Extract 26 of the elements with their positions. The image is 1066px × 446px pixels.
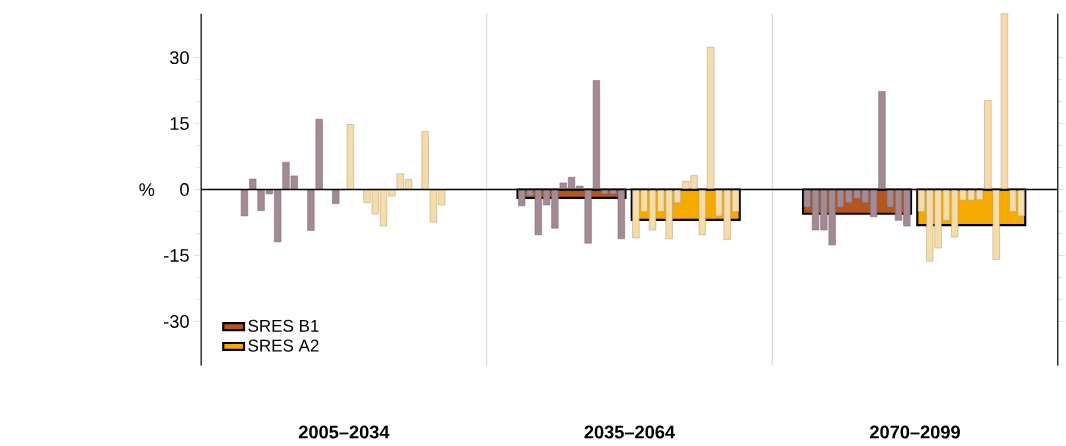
bar [584,189,592,244]
bar [249,178,257,190]
bar [1000,13,1009,190]
x-tick-label: 2035–2064 [584,425,675,439]
bar [240,189,249,217]
bar [984,100,992,190]
bar [315,119,323,190]
bar [707,47,715,190]
bar [698,189,706,236]
x-tick-label: 2070–2099 [870,425,960,439]
y-tick-label: 15 [170,117,189,131]
bar [992,189,1000,260]
legend-label: SRES A2 [248,339,319,352]
y-tick-label: 0 [180,183,189,197]
bar [421,131,429,190]
bar [592,80,600,190]
bar [878,91,886,190]
bar [307,189,315,231]
y-tick-label: 30 [169,51,189,65]
y-tick-label: -30 [164,315,189,329]
bar [332,189,340,205]
y-tick-label: -15 [164,249,189,263]
bar [346,124,354,190]
legend-label: SRES B1 [248,319,319,333]
x-tick-label: 2005–2034 [298,425,390,439]
y-axis-title: % [139,183,155,197]
